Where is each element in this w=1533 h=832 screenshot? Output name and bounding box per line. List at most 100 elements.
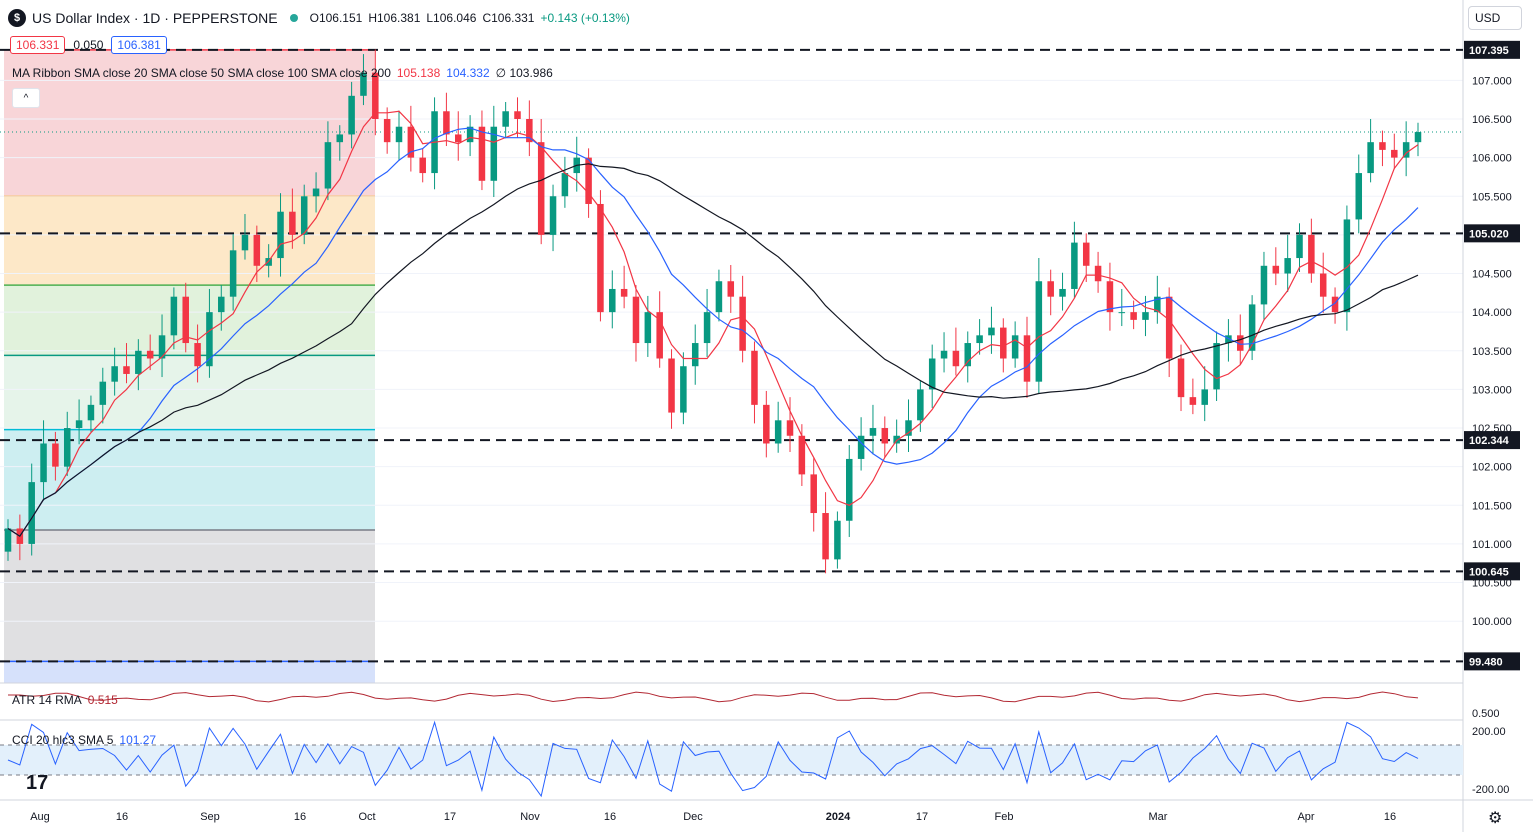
cci-axis-label: 200.00 [1472,726,1506,738]
currency-label: USD [1475,11,1501,25]
candle-body [1071,242,1078,289]
candle-body [786,420,794,436]
candle-body [241,234,249,251]
level-label: 102.344 [1469,435,1510,447]
x-tick-label: 16 [116,811,128,823]
fib-zone [4,530,375,662]
candle-body [798,435,806,475]
level-label-bg [1464,224,1520,243]
symbol-title[interactable]: US Dollar Index · 1D · PEPPERSTONE [32,10,278,26]
low-value: L106.046 [426,11,477,25]
candle-body [1402,142,1410,158]
candle-body [1106,281,1114,313]
high-value: H106.381 [368,11,421,25]
fib-zone [4,429,375,531]
candle-body [4,528,12,552]
candle-body [372,72,379,119]
candle-body [1023,335,1031,382]
candle-body [632,296,640,344]
candle-body [218,296,225,313]
candle-body [490,126,498,181]
dollar-logo-icon: $ [8,9,26,27]
open-value: O106.151 [309,11,363,25]
currency-selector[interactable]: USD [1468,6,1522,30]
level-label-bg [1464,562,1520,581]
y-tick-label: 103.500 [1472,346,1512,358]
cci-line [7,720,1419,798]
close-value: C106.331 [482,11,535,25]
candle-body [1379,142,1386,150]
cci-legend[interactable]: CCI 20 hlc3 SMA 5 101.27 [12,733,156,747]
candle-body [135,350,142,374]
atr-label: ATR 14 RMA [12,693,82,707]
candle-body [988,327,995,336]
symbol-header[interactable]: $ US Dollar Index · 1D · PEPPERSTONE O10… [8,7,630,29]
x-tick-label: 16 [294,811,306,823]
candle-body [289,211,296,235]
ask-price[interactable]: 106.381 [111,36,167,54]
sma200-line [7,163,1419,538]
candle-body [1414,132,1422,143]
change-value: +0.143 (+0.13%) [540,11,630,25]
candle-body [857,435,865,459]
candle-body [1011,335,1019,359]
ma-ribbon-label: MA Ribbon SMA close 20 SMA close 50 SMA … [12,66,391,80]
bid-price[interactable]: 106.331 [10,36,66,54]
candle-body [526,118,533,143]
candle-body [360,72,367,96]
x-tick-label: 17 [916,811,928,823]
settings-gear-icon[interactable]: ⚙ [1488,810,1503,827]
candle-body [1118,312,1126,314]
atr-value: 0.515 [87,693,118,707]
y-tick-label: 104.500 [1472,269,1512,281]
candle-body [182,296,189,344]
cci-band [0,745,1463,775]
candle-body [964,343,972,367]
candle-body [917,389,924,421]
candle-body [1082,242,1090,266]
cci-axis-label: -200.00 [1472,784,1509,796]
chevron-up-icon: ^ [23,92,29,104]
candle-body [1248,304,1256,351]
candle-body [1391,149,1398,158]
candle-body [87,404,95,421]
y-tick-label: 100.000 [1472,616,1512,628]
candle-body [585,157,592,204]
candle-body [597,203,604,313]
fib-zone [4,661,375,683]
fib-zone [4,355,375,430]
ma-ribbon-legend[interactable]: MA Ribbon SMA close 20 SMA close 50 SMA … [12,66,553,80]
candle-body [1059,288,1066,297]
candle-body [158,335,166,359]
atr-legend[interactable]: ATR 14 RMA 0.515 [12,693,118,707]
candle-body [680,366,687,413]
y-tick-label: 106.000 [1472,153,1512,165]
candle-body [1284,258,1291,274]
ohlc-values: O106.151 H106.381 L106.046 C106.331 +0.1… [310,11,630,25]
candle-body [691,343,699,367]
x-tick-label: Oct [358,811,375,823]
y-tick-label: 107.000 [1472,75,1512,87]
candle-body [63,428,71,467]
candle-body [1260,265,1268,305]
level-label-bg [1464,652,1520,671]
candle-body [312,188,320,197]
x-tick-label: 16 [1384,811,1396,823]
y-tick-label: 106.500 [1472,114,1512,126]
candle-body [443,111,450,135]
x-tick-label: Dec [683,811,703,823]
sma200-value: ∅ 103.986 [495,66,553,80]
candle-body [300,196,308,235]
sma50-value: 104.332 [446,66,490,80]
collapse-legend-button[interactable]: ^ [12,88,40,108]
candle-body [893,435,900,444]
candle-body [52,443,59,467]
candle-body [609,288,616,313]
candle-body [99,381,107,405]
candle-body [774,420,782,444]
candle-body [466,126,474,143]
tradingview-logo-icon: 17 [26,772,49,794]
x-tick-label: Apr [1297,811,1314,823]
sma20-value: 105.138 [396,66,441,80]
